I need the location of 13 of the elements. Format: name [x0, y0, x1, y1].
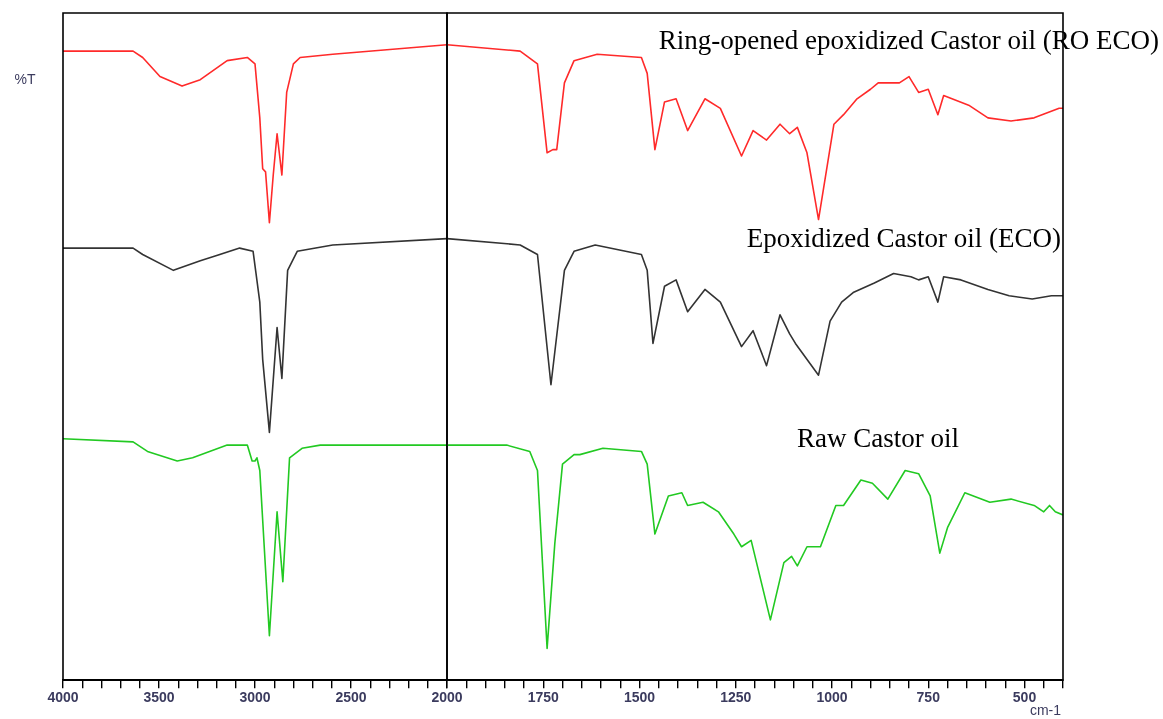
y-axis-title: %T [14, 70, 36, 87]
x-tick-label: 750 [916, 689, 941, 706]
series-label: Raw Castor oil [797, 423, 959, 454]
x-tick-label: 1000 [816, 689, 848, 706]
x-tick-label: 1500 [623, 689, 656, 706]
x-tick-label: 1250 [720, 689, 752, 706]
x-tick-label: 2000 [431, 689, 463, 706]
x-tick-label: 3000 [239, 689, 271, 706]
x-tick-label: 2500 [335, 689, 367, 706]
x-tick-label: 3500 [143, 689, 175, 706]
x-tick-label: 4000 [47, 689, 79, 706]
x-tick-label: 1750 [527, 689, 560, 706]
series-label: Epoxidized Castor oil (ECO) [746, 223, 1061, 254]
